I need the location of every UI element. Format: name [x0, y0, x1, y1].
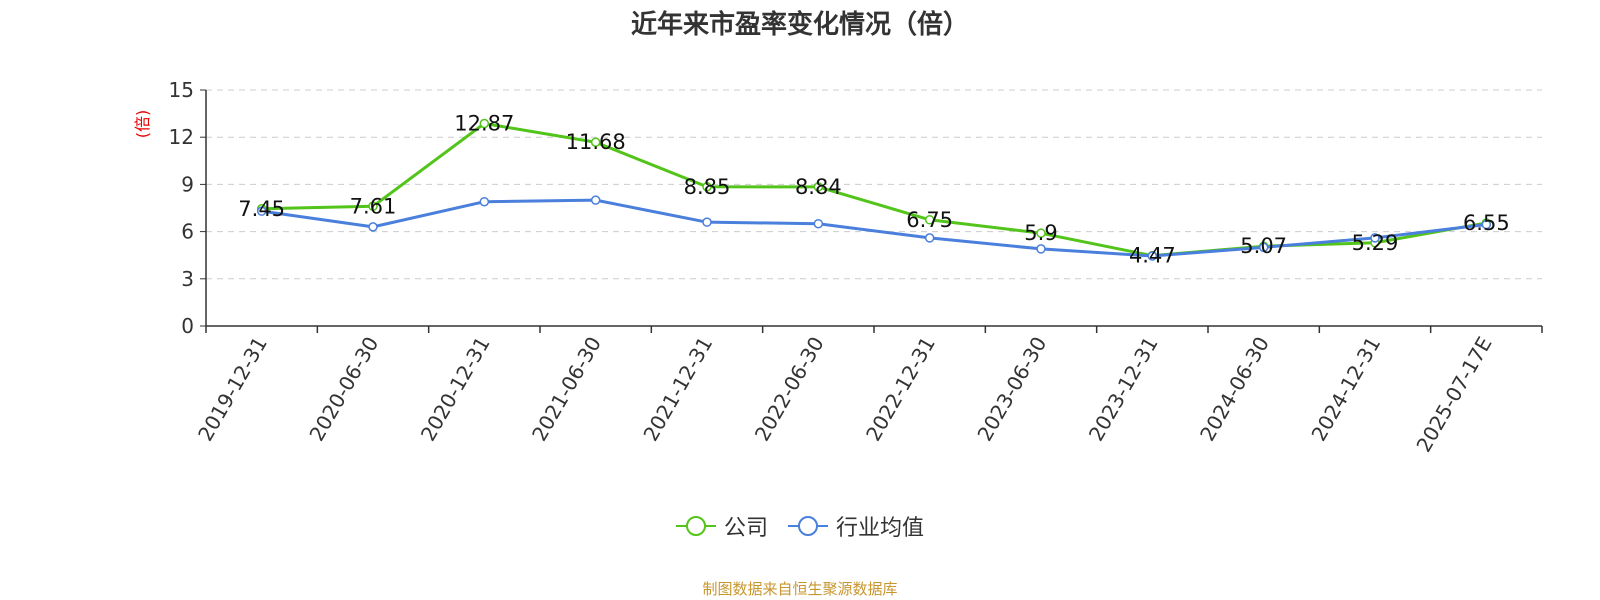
data-label: 6.55 [1463, 211, 1510, 235]
legend-marker-industry-icon [788, 516, 828, 536]
series-point-1 [924, 233, 935, 243]
data-label: 5.29 [1352, 231, 1399, 255]
series-point-1 [1258, 242, 1269, 253]
data-source-note: 制图数据来自恒生聚源数据库 [702, 580, 898, 598]
series-point-1 [368, 222, 378, 232]
grid-lines [206, 89, 1542, 280]
x-tick-label: 2021-06-30 [527, 333, 606, 446]
series-line-1 [261, 198, 1487, 258]
series-point-1 [1370, 233, 1380, 243]
x-tick-label: 2023-06-30 [972, 333, 1051, 446]
y-axis-label: (倍) [133, 110, 152, 139]
y-tick-label: 3 [181, 267, 194, 291]
data-label: 5.07 [1240, 234, 1287, 258]
y-tick-label: 9 [181, 172, 194, 196]
y-tick-label: 0 [181, 314, 194, 338]
series-point-0 [813, 182, 824, 192]
x-tick-label: 2023-12-31 [1084, 333, 1163, 446]
legend: 公司 行业均值 [0, 510, 1600, 542]
series-point-0 [1036, 228, 1046, 238]
series-point-0 [590, 137, 601, 147]
data-label: 5.9 [1024, 221, 1057, 245]
x-tick-label: 2021-12-31 [638, 333, 717, 446]
data-label: 7.45 [238, 197, 285, 221]
series-point-0 [368, 201, 378, 212]
series-point-0 [924, 215, 935, 225]
x-tick-label: 2025-07-17E [1411, 333, 1496, 457]
x-tick-label: 2020-12-31 [416, 333, 495, 446]
data-label: 6.75 [906, 208, 953, 232]
legend-item-industry-average[interactable]: 行业均值 [788, 510, 924, 542]
series-point-0 [702, 182, 712, 192]
axes: 0 3 6 9 12 15 2019-12-31 2020-06-30 2020-12-31 20… [169, 78, 1543, 457]
x-tick-label: 2024-12-31 [1306, 333, 1385, 446]
data-label: 12.87 [454, 112, 514, 136]
y-tick-label: 6 [181, 220, 194, 244]
x-tick-label: 2020-06-30 [304, 333, 383, 446]
y-tick-label: 15 [169, 78, 194, 102]
legend-label-company: 公司 [723, 516, 768, 541]
series-lines [256, 118, 1492, 261]
legend-marker-company-icon [675, 516, 716, 536]
data-label: 4.47 [1129, 244, 1176, 268]
x-tick-label: 2022-06-30 [750, 333, 829, 446]
data-label: 8.85 [684, 175, 731, 199]
x-tick-label: 2022-12-31 [861, 333, 940, 446]
data-label: 11.68 [566, 130, 626, 154]
y-tick-label: 12 [169, 125, 194, 149]
series-line-0 [261, 122, 1487, 258]
series-point-1 [256, 206, 267, 216]
series-point-1 [590, 195, 601, 205]
series-point-1 [1481, 219, 1492, 230]
x-tick-label: 2019-12-31 [193, 333, 272, 446]
series-point-1 [1147, 251, 1158, 261]
series-point-1 [479, 196, 490, 207]
series-point-1 [702, 217, 712, 227]
series-point-0 [479, 118, 490, 129]
data-labels: 7.45 7.61 12.87 11.68 8.85 8.84 6.75 5.9 4.47 5.0… [238, 112, 1509, 268]
chart-title: 近年来市盈率变化情况（倍） [630, 10, 969, 40]
x-tick-label: 2024-06-30 [1195, 333, 1274, 446]
data-label: 7.61 [350, 194, 397, 218]
series-point-1 [1036, 244, 1046, 254]
legend-label-industry-average: 行业均值 [836, 516, 925, 541]
series-point-1 [813, 218, 824, 229]
legend-item-company[interactable]: 公司 [675, 510, 768, 542]
data-label: 8.84 [795, 175, 842, 199]
